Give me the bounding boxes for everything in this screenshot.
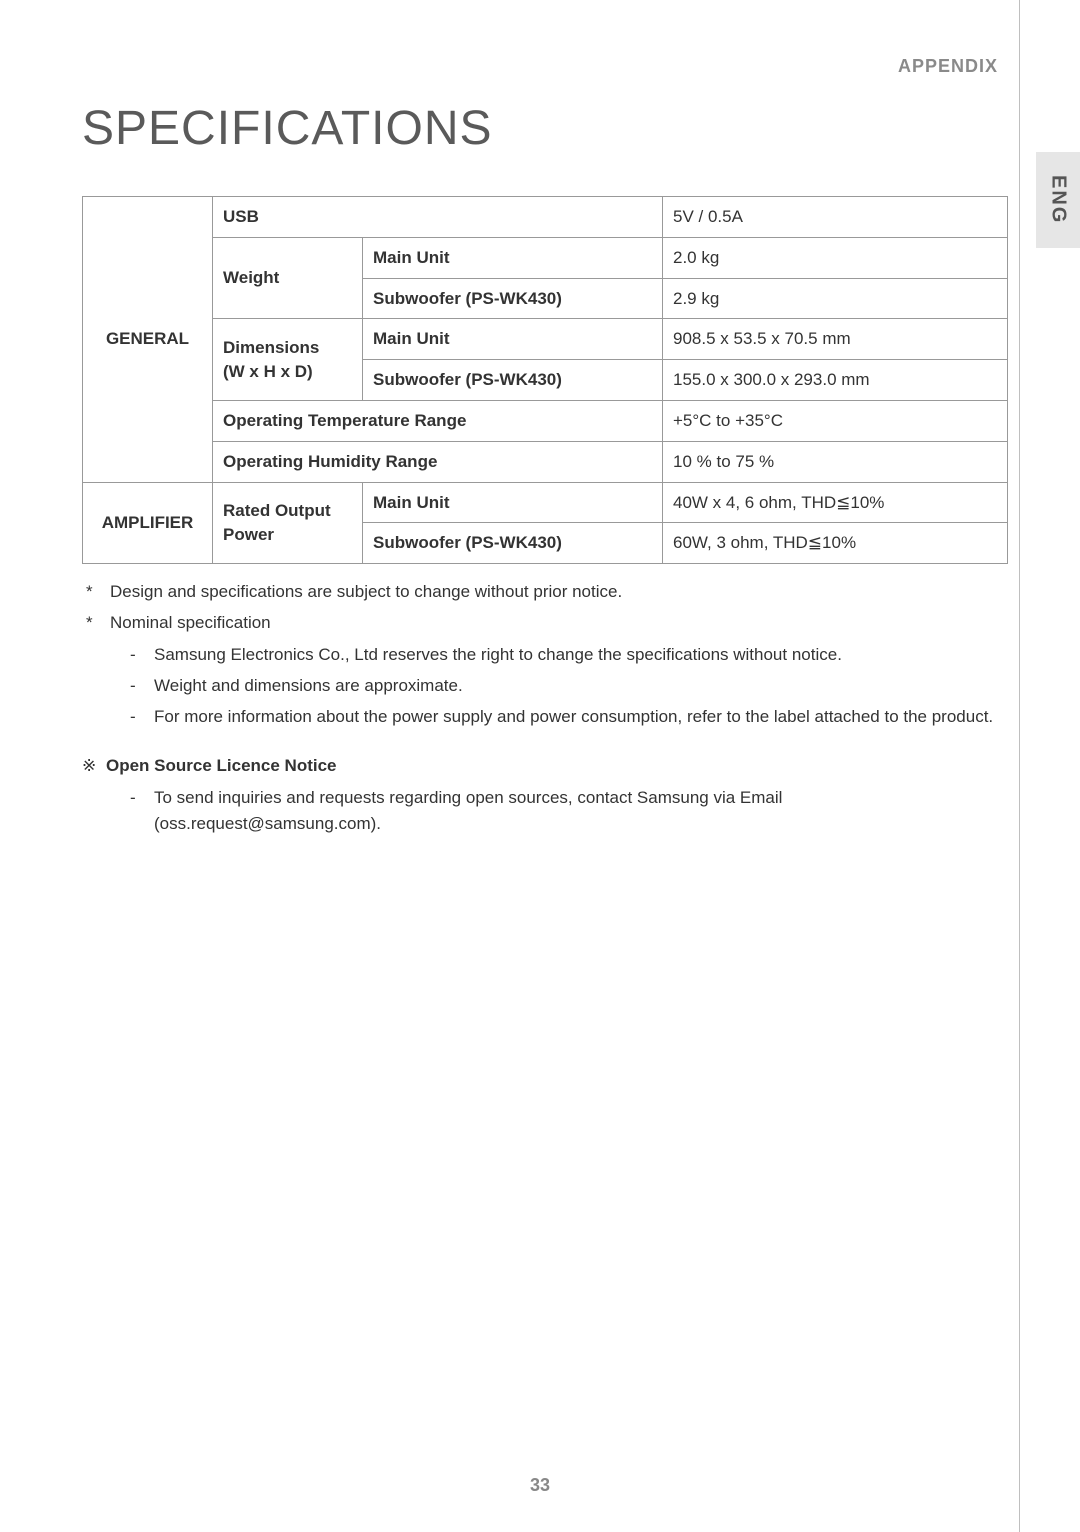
footnote-dash-list: -Samsung Electronics Co., Ltd reserves t… [130,641,1008,731]
open-source-licence-body: -To send inquiries and requests regardin… [130,785,1008,836]
table-row: Weight Main Unit 2.0 kg [83,237,1008,278]
value-cell: 2.0 kg [663,237,1008,278]
reference-mark-icon: ※ [82,752,106,779]
asterisk-icon: * [86,609,110,636]
item-cell: Main Unit [363,237,663,278]
dash-icon: - [130,785,154,811]
item-cell: Subwoofer (PS-WK430) [363,360,663,401]
dash-icon: - [130,703,154,730]
value-cell: 155.0 x 300.0 x 293.0 mm [663,360,1008,401]
item-cell: Main Unit [363,319,663,360]
dash-icon: - [130,641,154,668]
osl-body-text: To send inquiries and requests regarding… [154,785,1002,836]
table-row: GENERAL USB 5V / 0.5A [83,197,1008,238]
list-item: -Samsung Electronics Co., Ltd reserves t… [130,641,1008,668]
table-row: AMPLIFIER Rated Output Power Main Unit 4… [83,482,1008,523]
footnote-text: Design and specifications are subject to… [110,582,622,601]
value-cell: 60W, 3 ohm, THD≦10% [663,523,1008,564]
value-cell: 2.9 kg [663,278,1008,319]
footnote-star: *Nominal specification [86,609,1008,636]
item-cell: Subwoofer (PS-WK430) [363,523,663,564]
language-side-tab-label: ENG [1047,175,1070,224]
subcat-cell: Operating Temperature Range [213,400,663,441]
open-source-licence-title: ※Open Source Licence Notice [82,752,1008,779]
table-row: Dimensions (W x H x D) Main Unit 908.5 x… [83,319,1008,360]
page: APPENDIX ENG SPECIFICATIONS GENERAL USB … [0,0,1080,1532]
footnote-dash-text: Weight and dimensions are approximate. [154,676,463,695]
table-row: Operating Humidity Range 10 % to 75 % [83,441,1008,482]
item-cell: Main Unit [363,482,663,523]
item-cell: Subwoofer (PS-WK430) [363,278,663,319]
subcat-cell: Weight [213,237,363,319]
value-cell: 10 % to 75 % [663,441,1008,482]
table-row: Operating Temperature Range +5°C to +35°… [83,400,1008,441]
footnote-star: *Design and specifications are subject t… [86,578,1008,605]
value-cell: 908.5 x 53.5 x 70.5 mm [663,319,1008,360]
section-label: APPENDIX [82,56,1008,77]
asterisk-icon: * [86,578,110,605]
subcat-cell: Rated Output Power [213,482,363,564]
page-title: SPECIFICATIONS [82,101,1008,156]
list-item: -Weight and dimensions are approximate. [130,672,1008,699]
specifications-table: GENERAL USB 5V / 0.5A Weight Main Unit 2… [82,196,1008,564]
value-cell: 5V / 0.5A [663,197,1008,238]
list-item: -For more information about the power su… [130,703,1008,730]
right-margin-rule [1019,0,1020,1532]
dash-icon: - [130,672,154,699]
specifications-table-body: GENERAL USB 5V / 0.5A Weight Main Unit 2… [83,197,1008,564]
subcat-cell: Dimensions (W x H x D) [213,319,363,401]
category-cell: GENERAL [83,197,213,483]
subcat-cell: USB [213,197,663,238]
value-cell: +5°C to +35°C [663,400,1008,441]
footnote-dash-text: Samsung Electronics Co., Ltd reserves th… [154,645,842,664]
page-number: 33 [0,1475,1080,1496]
category-cell: AMPLIFIER [83,482,213,564]
osl-title-text: Open Source Licence Notice [106,756,337,775]
subcat-cell: Operating Humidity Range [213,441,663,482]
footnote-text: Nominal specification [110,613,271,632]
language-side-tab: ENG [1036,152,1080,248]
footnotes: *Design and specifications are subject t… [82,578,1008,836]
value-cell: 40W x 4, 6 ohm, THD≦10% [663,482,1008,523]
footnote-dash-text: For more information about the power sup… [154,707,993,726]
